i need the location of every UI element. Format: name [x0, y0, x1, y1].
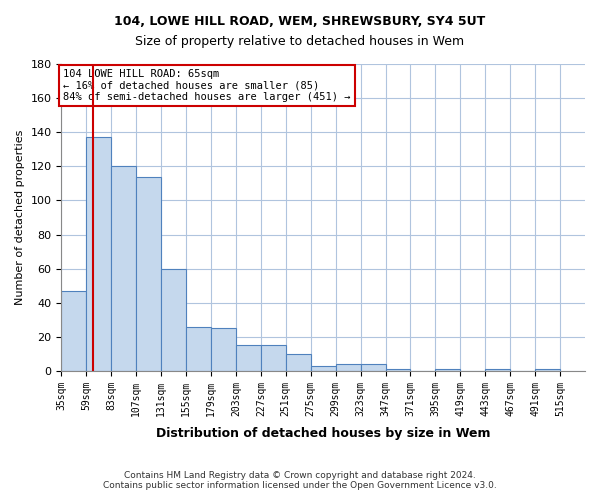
Y-axis label: Number of detached properties: Number of detached properties: [15, 130, 25, 305]
Bar: [535, 369, 560, 371]
Bar: [485, 369, 510, 371]
Bar: [361, 364, 386, 371]
Bar: [286, 354, 311, 371]
Bar: [261, 346, 286, 371]
X-axis label: Distribution of detached houses by size in Wem: Distribution of detached houses by size …: [156, 427, 490, 440]
Bar: [335, 364, 361, 371]
Bar: [386, 369, 410, 371]
Bar: [236, 346, 261, 371]
Text: Size of property relative to detached houses in Wem: Size of property relative to detached ho…: [136, 35, 464, 48]
Bar: [186, 326, 211, 371]
Text: 104, LOWE HILL ROAD, WEM, SHREWSBURY, SY4 5UT: 104, LOWE HILL ROAD, WEM, SHREWSBURY, SY…: [115, 15, 485, 28]
Bar: [61, 291, 86, 371]
Bar: [436, 369, 460, 371]
Bar: [311, 366, 335, 371]
Text: Contains HM Land Registry data © Crown copyright and database right 2024.
Contai: Contains HM Land Registry data © Crown c…: [103, 470, 497, 490]
Bar: [211, 328, 236, 371]
Text: 104 LOWE HILL ROAD: 65sqm
← 16% of detached houses are smaller (85)
84% of semi-: 104 LOWE HILL ROAD: 65sqm ← 16% of detac…: [64, 69, 351, 102]
Bar: [86, 138, 111, 371]
Bar: [161, 268, 186, 371]
Bar: [111, 166, 136, 371]
Bar: [136, 176, 161, 371]
